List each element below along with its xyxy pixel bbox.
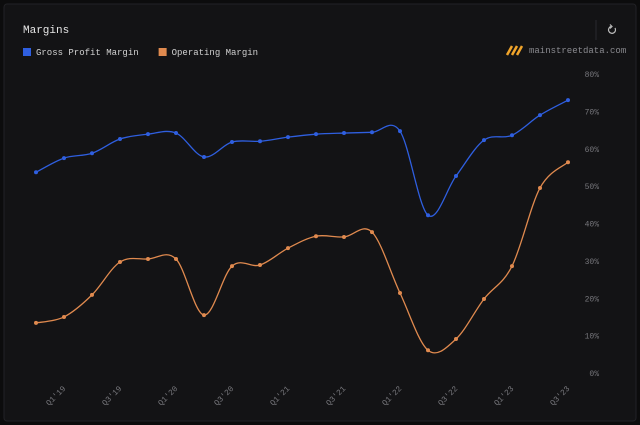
data-point [286, 246, 290, 251]
data-point [90, 292, 94, 297]
data-point [258, 262, 262, 267]
legend-swatch [158, 48, 167, 56]
panel [3, 3, 637, 422]
data-point [62, 314, 66, 319]
chart-title: Margins [23, 25, 69, 37]
series-line [35, 99, 569, 217]
data-point [398, 129, 402, 134]
data-point [510, 133, 514, 138]
data-point [34, 170, 38, 175]
data-point [426, 348, 430, 353]
y-tick-label: 0% [589, 370, 599, 379]
logo: mainstreetdata.com [505, 45, 626, 56]
data-point [146, 257, 150, 262]
data-point [90, 151, 94, 156]
data-point [258, 139, 262, 144]
data-point [454, 336, 458, 341]
refresh-icon [607, 25, 617, 34]
data-point [62, 156, 66, 161]
refresh-arrow [609, 24, 613, 29]
data-point [538, 113, 542, 118]
data-point [482, 138, 486, 143]
refresh-button[interactable] [607, 24, 617, 34]
data-point [230, 264, 234, 269]
logo-mark [505, 45, 524, 56]
data-point [342, 131, 346, 136]
data-point [566, 160, 570, 165]
y-tick-label: 40% [585, 221, 600, 230]
legend-label: Operating Margin [172, 48, 258, 58]
data-point [174, 257, 178, 262]
data-point [482, 296, 486, 301]
data-point [34, 320, 38, 325]
data-point [538, 185, 542, 190]
data-point [398, 291, 402, 296]
y-tick-label: 70% [585, 108, 600, 117]
data-point [510, 264, 514, 269]
data-point [314, 132, 318, 137]
legend-label: Gross Profit Margin [36, 48, 139, 58]
data-point [118, 259, 122, 264]
data-point [454, 174, 458, 179]
data-point [202, 313, 206, 318]
data-point [230, 140, 234, 145]
data-point [118, 137, 122, 142]
data-point [174, 131, 178, 136]
data-point [342, 234, 346, 239]
data-point [370, 230, 374, 235]
data-point [286, 135, 290, 140]
y-tick-label: 20% [585, 295, 600, 304]
data-point [426, 213, 430, 218]
y-tick-label: 10% [585, 333, 600, 342]
source: mainstreetdata.com [529, 46, 626, 56]
data-point [314, 234, 318, 239]
y-tick-label: 30% [585, 258, 600, 267]
data-point [146, 132, 150, 137]
y-tick-label: 50% [585, 183, 600, 192]
y-tick-label: 60% [585, 146, 600, 155]
data-point [202, 154, 206, 159]
y-tick-label: 80% [585, 71, 600, 80]
data-point [370, 130, 374, 135]
legend-swatch [23, 48, 31, 56]
data-point [566, 98, 570, 103]
